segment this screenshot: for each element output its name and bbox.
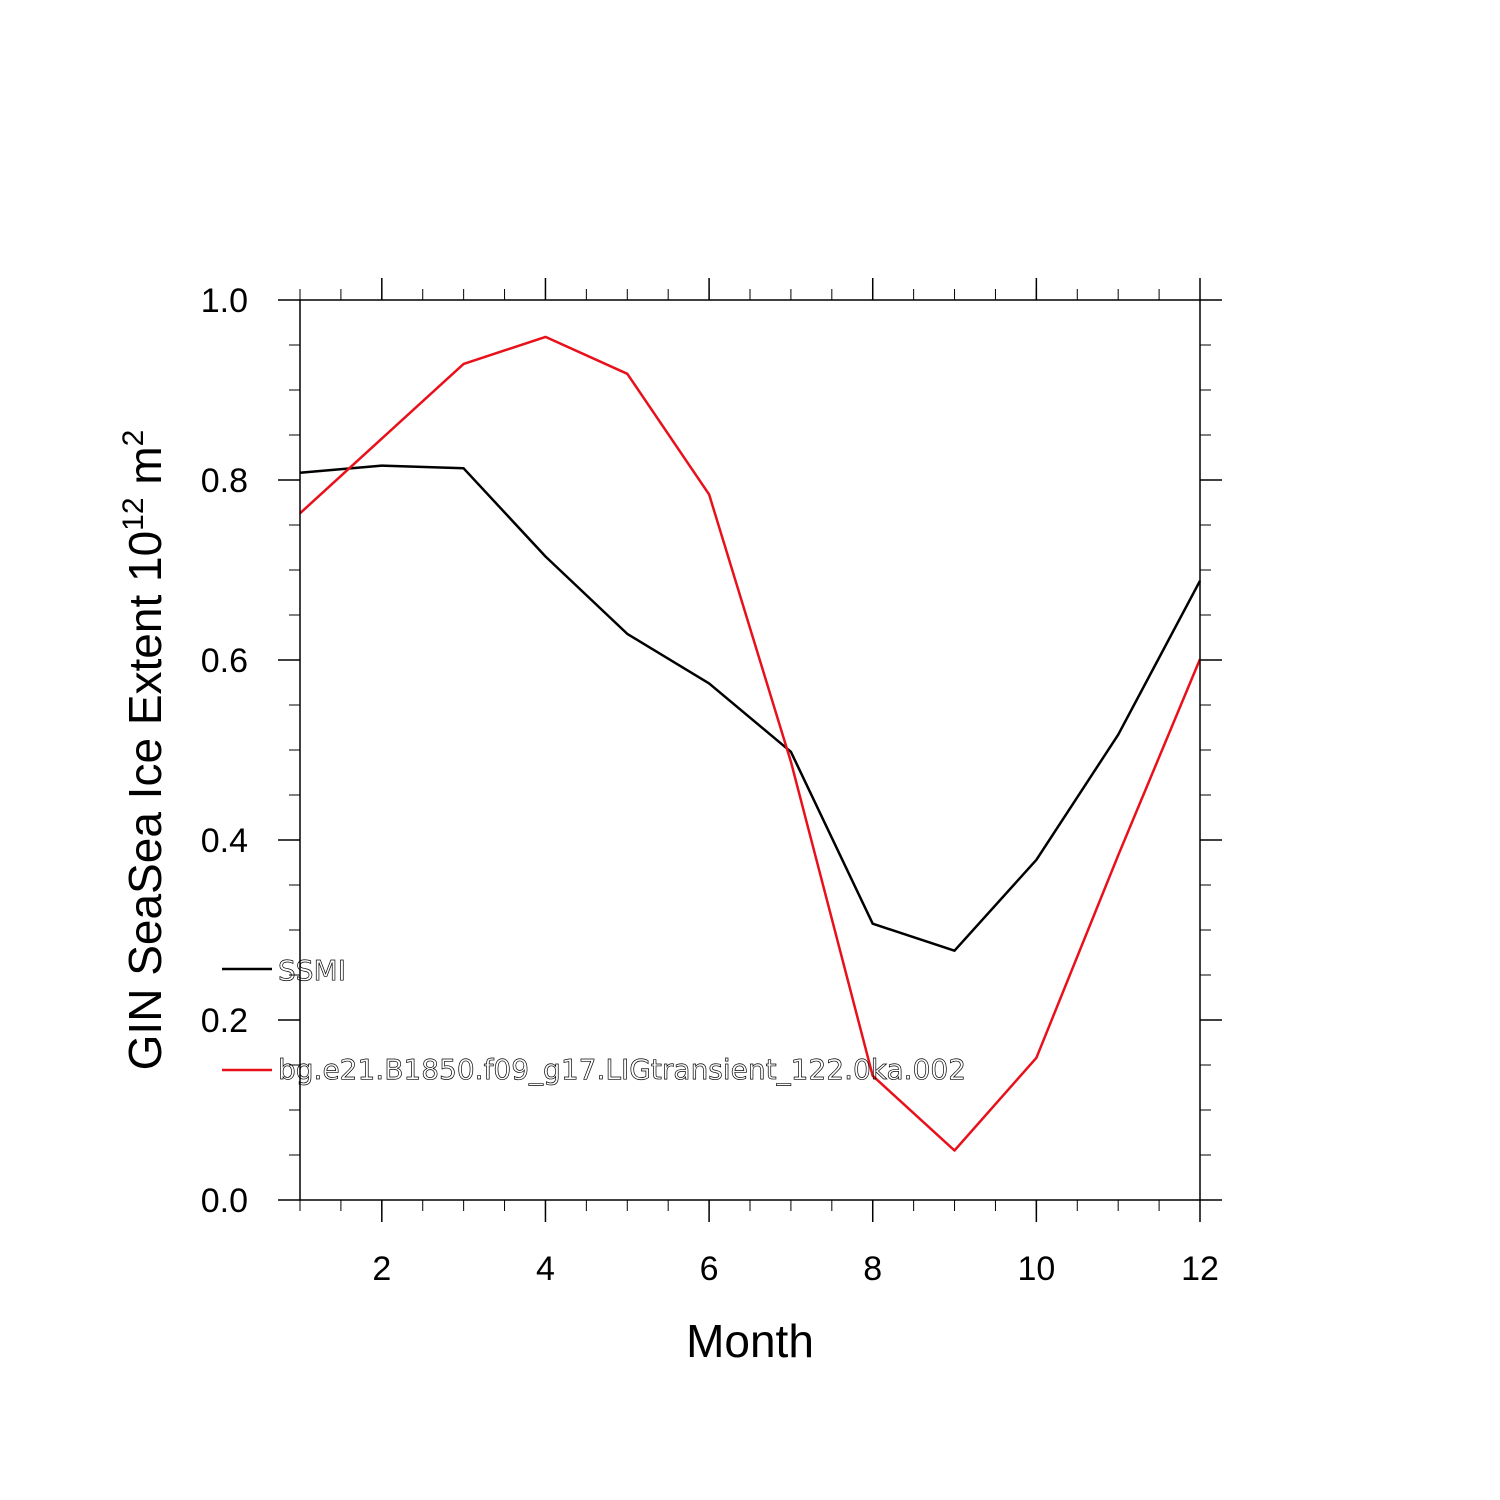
series-line-1 xyxy=(299,335,1202,1152)
y-axis-title-exp1: 12 xyxy=(117,497,150,530)
x-tick-label: 6 xyxy=(700,1250,719,1288)
x-tick-labels: 2 4 6 8 10 12 xyxy=(372,1250,1219,1288)
y-axis-title: GIN SeaSea Ice Extent 1012 m2 xyxy=(117,430,171,1071)
x-tick-label: 10 xyxy=(1017,1250,1055,1288)
y-tick-label: 0.2 xyxy=(201,1002,248,1040)
major-ticks xyxy=(278,278,1222,1222)
x-axis-title: Month xyxy=(686,1315,814,1367)
x-tick-label: 8 xyxy=(863,1250,882,1288)
legend-label-ligtransient: bg.e21.B1850.f09_g17.LIGtransient_122.0k… xyxy=(278,1053,966,1086)
x-tick-label: 2 xyxy=(372,1250,391,1288)
x-tick-label: 4 xyxy=(536,1250,555,1288)
x-tick-label: 12 xyxy=(1181,1250,1219,1288)
y-tick-labels: 0.0 0.2 0.4 0.6 0.8 1.0 xyxy=(201,282,248,1220)
plot-frame xyxy=(299,299,1201,1201)
series-lines xyxy=(299,335,1202,1152)
y-axis-title-exp2: 2 xyxy=(117,430,150,447)
y-tick-label: 0.8 xyxy=(201,462,248,500)
y-tick-label: 0.6 xyxy=(201,642,248,680)
y-tick-label: 0.4 xyxy=(201,822,248,860)
y-axis-title-unit: m xyxy=(119,446,171,497)
y-tick-label: 0.0 xyxy=(201,1182,248,1220)
series-line-0 xyxy=(299,464,1202,952)
legend-label-ssmi: SSMI xyxy=(278,954,346,987)
y-tick-label: 1.0 xyxy=(201,282,248,320)
legend: SSMI bg.e21.B1850.f09_g17.LIGtransient_1… xyxy=(222,954,966,1086)
y-axis-title-main: GIN SeaSea Ice Extent 10 xyxy=(119,531,171,1071)
